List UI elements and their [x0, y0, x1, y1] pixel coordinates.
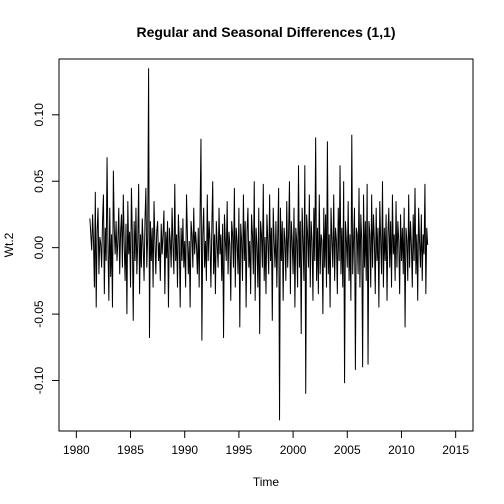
- chart-title: Regular and Seasonal Differences (1,1): [136, 24, 395, 40]
- x-tick-label: 2005: [334, 443, 361, 457]
- y-tick-label: 0.05: [32, 169, 46, 193]
- y-tick-label: -0.10: [32, 367, 46, 395]
- x-tick-label: 2000: [280, 443, 307, 457]
- x-tick-label: 2010: [388, 443, 415, 457]
- y-tick-label: -0.05: [32, 300, 46, 328]
- x-axis: 1980 1985 1990 1995 2000 2005 2010 2015: [63, 430, 469, 457]
- y-tick-label: 0.00: [32, 236, 46, 260]
- series-line: [89, 68, 429, 421]
- x-tick-label: 1980: [63, 443, 90, 457]
- y-axis-label: Wt.2: [2, 232, 16, 257]
- x-tick-label: 1995: [226, 443, 253, 457]
- y-axis: -0.10 -0.05 0.00 0.05 0.10: [32, 103, 60, 395]
- y-tick-label: 0.10: [32, 103, 46, 127]
- x-tick-label: 2015: [442, 443, 469, 457]
- x-tick-label: 1985: [117, 443, 144, 457]
- x-tick-label: 1990: [171, 443, 198, 457]
- x-axis-label: Time: [253, 475, 280, 489]
